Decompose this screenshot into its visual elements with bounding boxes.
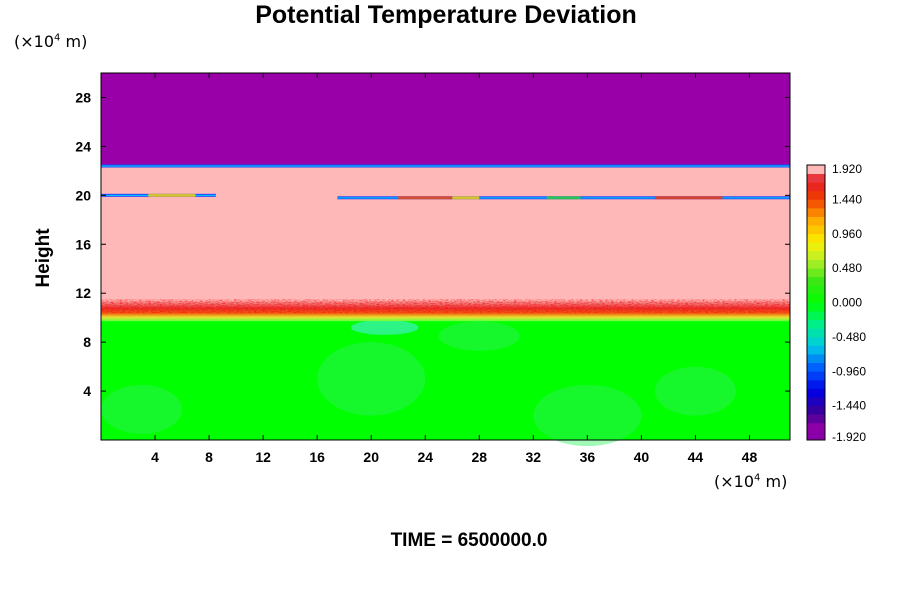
colorbar-segment	[807, 207, 825, 217]
colorbar-segment	[807, 199, 825, 209]
y-tick-label: 16	[75, 236, 91, 252]
layer-middle	[101, 165, 790, 316]
lower-patch	[533, 384, 642, 447]
interface-speckle	[546, 196, 581, 200]
x-tick-label: 32	[526, 449, 542, 465]
colorbar-segment	[807, 216, 825, 226]
plot-frame	[100, 72, 791, 441]
x-tick-label: 20	[363, 449, 379, 465]
colorbar-segment	[807, 336, 825, 346]
colorbar-segment	[807, 242, 825, 252]
lower-patch	[350, 320, 419, 335]
colorbar-label: -0.480	[832, 330, 866, 344]
colorbar-segment	[807, 422, 825, 432]
x-axis-unit: (×104 m)	[714, 472, 788, 491]
y-tick-label: 8	[83, 334, 91, 350]
colorbar-label: 1.440	[832, 192, 862, 206]
colorbar-segment	[807, 379, 825, 389]
colorbar-segment	[807, 268, 825, 278]
lower-patch	[654, 366, 736, 416]
colorbar-segment	[807, 397, 825, 407]
interface-speckle	[654, 196, 723, 200]
x-tick-label: 16	[309, 449, 325, 465]
colorbar-label: -0.960	[832, 364, 866, 378]
colorbar-segment	[807, 319, 825, 329]
colorbar-segment	[807, 165, 825, 174]
y-tick-label: 4	[83, 383, 91, 399]
colorbar-label: 0.000	[832, 296, 862, 310]
x-tick-label: 24	[417, 449, 433, 465]
x-tick-label: 8	[205, 449, 213, 465]
y-tick-label: 24	[75, 138, 91, 154]
colorbar-segment	[807, 250, 825, 260]
colorbar-segment	[807, 302, 825, 312]
colorbar-segment	[807, 225, 825, 235]
colorbar-segment	[807, 259, 825, 269]
colorbar-segment	[807, 311, 825, 321]
colorbar: 1.920 1.440 0.960 0.480 0.000 -0.480 -0.960 -1.…	[806, 162, 866, 444]
colorbar-segment	[807, 328, 825, 338]
colorbar-frame	[806, 164, 826, 441]
layer-lower	[101, 315, 790, 440]
x-tick-label: 28	[471, 449, 487, 465]
colorbar-segment	[807, 345, 825, 355]
chart-title: Potential Temperature Deviation	[255, 1, 637, 29]
layer-upper	[101, 73, 790, 166]
lower-patch	[317, 342, 426, 416]
colorbar-segment	[807, 414, 825, 424]
x-tick-label: 12	[255, 449, 271, 465]
interface-speckle	[148, 193, 196, 197]
interface-speckle	[398, 196, 453, 200]
colorbar-label: 0.960	[832, 227, 862, 241]
colorbar-segment	[807, 293, 825, 303]
x-tick-label: 48	[742, 449, 758, 465]
lower-patch	[438, 321, 520, 351]
interface-speckle	[452, 196, 480, 200]
heatmap-field	[101, 73, 790, 447]
colorbar-label: 0.480	[832, 261, 862, 275]
x-tick-label: 40	[634, 449, 650, 465]
y-tick-label: 28	[75, 89, 91, 105]
colorbar-segment	[807, 431, 825, 441]
x-tick-label: 36	[580, 449, 596, 465]
y-axis-unit: (×104 m)	[14, 32, 88, 51]
colorbar-segment	[807, 233, 825, 243]
colorbar-segment	[807, 405, 825, 415]
transition-texture	[101, 299, 790, 314]
colorbar-segment	[807, 354, 825, 364]
colorbar-segment	[807, 285, 825, 295]
lower-patch	[101, 384, 183, 434]
colorbar-segment	[807, 371, 825, 381]
colorbar-segment	[807, 388, 825, 398]
time-label: TIME = 6500000.0	[390, 530, 548, 551]
colorbar-label: -1.920	[832, 430, 866, 444]
colorbar-segment	[807, 190, 825, 200]
colorbar-label: 1.920	[832, 162, 862, 176]
colorbar-label: -1.440	[832, 399, 866, 413]
colorbar-segment	[807, 173, 825, 183]
interface-line-core	[101, 165, 790, 167]
x-tick-label: 44	[688, 449, 704, 465]
y-tick-label: 12	[75, 285, 91, 301]
colorbar-segment	[807, 182, 825, 192]
colorbar-segment	[807, 362, 825, 372]
colorbar-segment	[807, 276, 825, 286]
y-tick-label: 20	[75, 187, 91, 203]
x-tick-label: 4	[151, 449, 159, 465]
